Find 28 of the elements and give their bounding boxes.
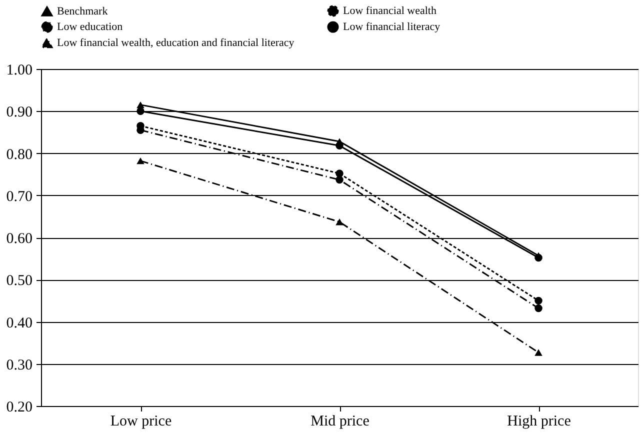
legend-label: Low financial literacy (343, 21, 441, 33)
point (534, 296, 542, 305)
point (336, 138, 344, 145)
point (534, 304, 542, 312)
legend-label: Benchmark (57, 5, 108, 18)
point (534, 252, 542, 259)
point (136, 107, 144, 115)
point (534, 349, 542, 356)
point (336, 170, 344, 178)
y-tick-label: 0.90 (6, 104, 32, 121)
x-tick-label: High price (507, 414, 572, 430)
legend-label: Low financial wealth, education and financial literacy (57, 37, 295, 49)
point (336, 176, 344, 184)
y-tick-label: 1.00 (6, 62, 32, 78)
legend-label: Low financial wealth (343, 5, 437, 17)
y-tick-label: 0.70 (6, 188, 32, 205)
y-tick-label: 0.20 (6, 400, 32, 416)
y-tick-label: 0.40 (6, 315, 32, 332)
y-tick-label: 0.60 (6, 231, 32, 247)
y-tick-label: 0.80 (6, 146, 32, 163)
y-tick-label: 0.50 (6, 273, 32, 290)
legend-label: Low education (57, 21, 124, 33)
point (336, 218, 344, 226)
y-tick-label: 0.30 (6, 357, 32, 374)
x-tick-label: Low price (110, 414, 172, 430)
x-tick-label: Mid price (310, 414, 370, 430)
point (136, 101, 144, 108)
point (136, 157, 144, 164)
